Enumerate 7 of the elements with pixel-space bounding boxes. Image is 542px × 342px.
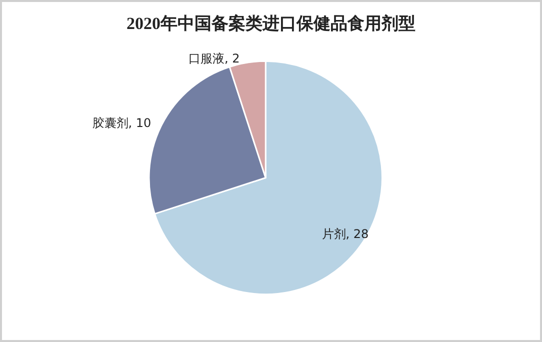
slice-label: 口服液 [188, 52, 224, 66]
slice-label: 胶囊剂 [92, 116, 128, 130]
chart-title: 2020年中国备案类进口保健品食用剂型 [126, 13, 416, 33]
data-label: , 10 [128, 116, 152, 130]
slice-label: 片剂 [322, 226, 346, 241]
data-label: , 28 [346, 226, 369, 241]
data-label: , 2 [224, 52, 240, 66]
